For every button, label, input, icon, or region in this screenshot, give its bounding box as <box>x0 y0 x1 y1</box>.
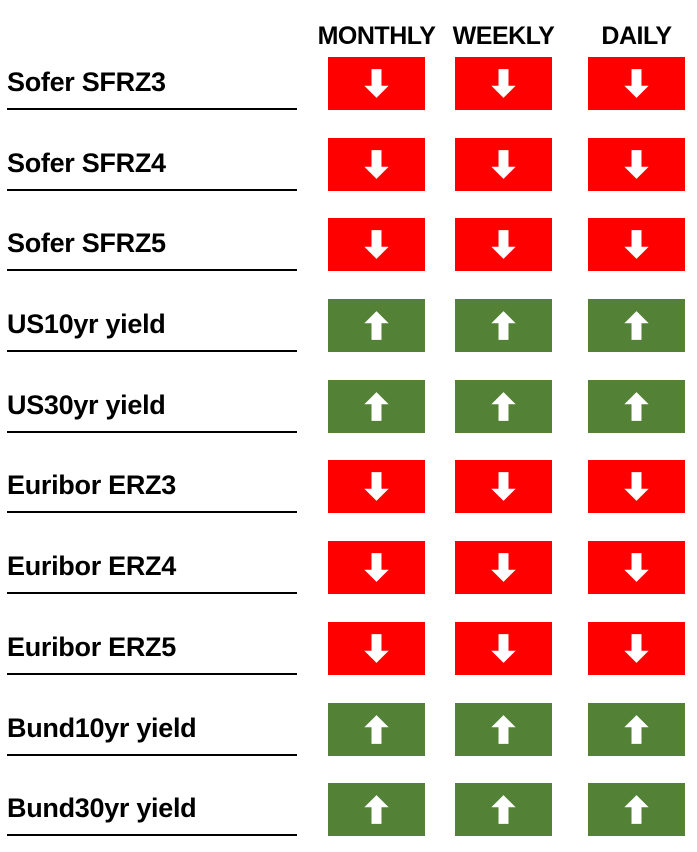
table-row: Euribor ERZ3 <box>0 460 697 514</box>
table-row: Sofer SFRZ3 <box>0 57 697 110</box>
row-label: Bund10yr yield <box>7 703 297 756</box>
down-arrow-icon <box>491 472 516 502</box>
table-row: Sofer SFRZ4 <box>0 137 697 191</box>
down-arrow-icon <box>491 230 516 260</box>
signal-cell-up <box>328 702 425 756</box>
up-arrow-icon <box>624 391 649 421</box>
down-arrow-icon <box>364 472 389 502</box>
down-arrow-icon <box>624 230 649 260</box>
signal-cell-down <box>455 57 552 110</box>
up-arrow-icon <box>491 795 516 825</box>
up-arrow-icon <box>364 714 389 744</box>
table-row: Bund30yr yield <box>0 783 697 837</box>
down-arrow-icon <box>624 472 649 502</box>
down-arrow-icon <box>624 633 649 663</box>
row-label: Euribor ERZ5 <box>7 622 297 675</box>
up-arrow-icon <box>364 391 389 421</box>
signal-cell-up <box>455 379 552 433</box>
signal-cell-up <box>455 783 552 837</box>
signal-cell-up <box>588 299 685 353</box>
up-arrow-icon <box>364 795 389 825</box>
signal-cell-down <box>588 460 685 514</box>
row-label: Sofer SFRZ5 <box>7 218 297 272</box>
signal-cell-down <box>328 218 425 272</box>
up-arrow-icon <box>364 311 389 340</box>
signal-cell-down <box>328 621 425 675</box>
signal-cell-down <box>588 137 685 191</box>
down-arrow-icon <box>491 69 516 98</box>
signal-cell-down <box>328 137 425 191</box>
table-row: US10yr yield <box>0 299 697 353</box>
table-row: Bund10yr yield <box>0 702 697 756</box>
up-arrow-icon <box>624 795 649 825</box>
table-row: Euribor ERZ4 <box>0 541 697 595</box>
signal-cell-down <box>328 57 425 110</box>
signal-cell-up <box>328 379 425 433</box>
signal-cell-down <box>455 460 552 514</box>
down-arrow-icon <box>624 149 649 179</box>
down-arrow-icon <box>364 69 389 98</box>
row-label: US10yr yield <box>7 299 297 353</box>
down-arrow-icon <box>491 149 516 179</box>
signal-cell-up <box>588 702 685 756</box>
signal-cell-up <box>328 299 425 353</box>
up-arrow-icon <box>491 311 516 340</box>
down-arrow-icon <box>364 149 389 179</box>
down-arrow-icon <box>491 633 516 663</box>
up-arrow-icon <box>491 391 516 421</box>
down-arrow-icon <box>364 230 389 260</box>
signal-cell-up <box>455 702 552 756</box>
row-label: Euribor ERZ4 <box>7 541 297 595</box>
table-row: Sofer SFRZ5 <box>0 218 697 272</box>
signal-cell-down <box>588 218 685 272</box>
signal-cell-down <box>328 541 425 595</box>
row-label: Bund30yr yield <box>7 783 297 837</box>
signal-cell-down <box>455 541 552 595</box>
signal-cell-down <box>588 541 685 595</box>
down-arrow-icon <box>364 633 389 663</box>
signal-cell-up <box>328 783 425 837</box>
row-label: Sofer SFRZ4 <box>7 138 297 191</box>
row-label: Sofer SFRZ3 <box>7 57 297 110</box>
signal-cell-down <box>588 57 685 110</box>
signal-cell-up <box>588 379 685 433</box>
signal-cell-down <box>455 621 552 675</box>
signal-cell-down <box>588 621 685 675</box>
column-header-weekly: WEEKLY <box>452 21 555 50</box>
column-header-monthly: MONTHLY <box>317 21 436 50</box>
table-row: Euribor ERZ5 <box>0 621 697 675</box>
table-row: US30yr yield <box>0 379 697 433</box>
signal-cell-up <box>455 299 552 353</box>
up-arrow-icon <box>624 311 649 340</box>
column-header-daily: DAILY <box>601 21 672 50</box>
up-arrow-icon <box>624 714 649 744</box>
up-arrow-icon <box>491 714 516 744</box>
signal-cell-down <box>328 460 425 514</box>
signal-cell-down <box>455 137 552 191</box>
signal-cell-up <box>588 783 685 837</box>
row-label: US30yr yield <box>7 380 297 433</box>
table-rows: Sofer SFRZ3 Sofer SFRZ4 <box>0 57 697 852</box>
down-arrow-icon <box>364 553 389 583</box>
down-arrow-icon <box>624 553 649 583</box>
down-arrow-icon <box>491 553 516 583</box>
signal-cell-down <box>455 218 552 272</box>
down-arrow-icon <box>624 69 649 98</box>
row-label: Euribor ERZ3 <box>7 460 297 514</box>
